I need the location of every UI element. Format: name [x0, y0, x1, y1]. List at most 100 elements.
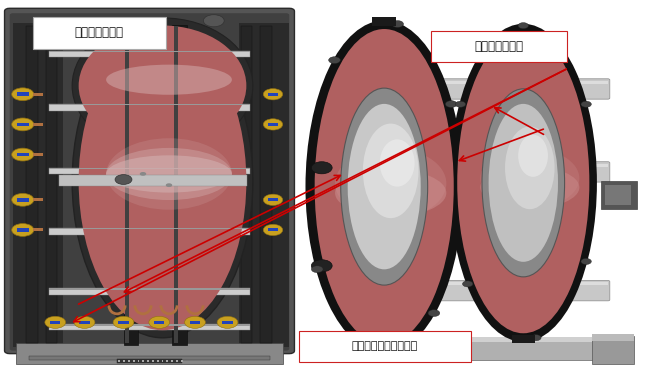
- Bar: [176, 360, 178, 362]
- Bar: [268, 228, 278, 231]
- Bar: [13, 23, 63, 347]
- Bar: [601, 181, 637, 209]
- Bar: [49, 228, 250, 234]
- Bar: [123, 360, 125, 362]
- Bar: [17, 123, 29, 126]
- Bar: [154, 321, 164, 324]
- Ellipse shape: [480, 148, 579, 208]
- Bar: [49, 104, 250, 110]
- Bar: [49, 51, 250, 52]
- Circle shape: [45, 316, 66, 328]
- FancyBboxPatch shape: [5, 8, 294, 354]
- Circle shape: [311, 162, 332, 174]
- Circle shape: [12, 193, 34, 206]
- Ellipse shape: [106, 148, 232, 200]
- Text: 信号受信コイル: 信号受信コイル: [474, 40, 524, 53]
- Bar: [33, 153, 43, 156]
- Bar: [49, 228, 250, 229]
- Circle shape: [311, 260, 332, 272]
- Ellipse shape: [315, 29, 454, 344]
- Circle shape: [329, 57, 341, 63]
- Bar: [49, 324, 250, 326]
- Bar: [268, 93, 278, 96]
- Bar: [17, 228, 29, 232]
- Ellipse shape: [106, 155, 232, 193]
- FancyBboxPatch shape: [356, 162, 610, 182]
- Bar: [33, 93, 43, 96]
- Ellipse shape: [79, 26, 246, 146]
- Circle shape: [217, 316, 238, 328]
- Circle shape: [166, 183, 172, 187]
- Circle shape: [445, 101, 457, 107]
- Bar: [260, 26, 272, 343]
- Bar: [361, 81, 608, 84]
- Ellipse shape: [489, 104, 558, 262]
- Bar: [17, 92, 29, 96]
- Bar: [17, 153, 29, 156]
- FancyBboxPatch shape: [32, 17, 166, 49]
- Bar: [26, 26, 38, 343]
- Bar: [33, 198, 43, 201]
- Ellipse shape: [380, 139, 415, 187]
- Bar: [49, 324, 250, 330]
- Ellipse shape: [307, 21, 462, 352]
- Ellipse shape: [457, 32, 590, 333]
- Circle shape: [12, 88, 34, 101]
- Bar: [17, 198, 29, 202]
- Bar: [124, 25, 138, 345]
- Bar: [166, 360, 168, 362]
- Bar: [147, 360, 149, 362]
- Bar: [240, 26, 252, 343]
- Circle shape: [518, 23, 528, 29]
- Bar: [592, 334, 634, 341]
- Circle shape: [149, 316, 170, 328]
- Bar: [33, 123, 43, 126]
- Ellipse shape: [335, 169, 447, 216]
- Circle shape: [12, 224, 34, 236]
- Bar: [118, 321, 129, 324]
- Circle shape: [203, 15, 224, 27]
- Bar: [128, 360, 130, 362]
- Ellipse shape: [450, 25, 596, 341]
- Text: 交流励磁コイル: 交流励磁コイル: [75, 26, 124, 40]
- Bar: [372, 347, 396, 356]
- Bar: [239, 23, 289, 347]
- Circle shape: [185, 316, 205, 328]
- Bar: [49, 167, 250, 169]
- Ellipse shape: [79, 32, 246, 330]
- Bar: [125, 26, 129, 343]
- Bar: [117, 359, 182, 363]
- Bar: [181, 360, 183, 362]
- Bar: [49, 104, 250, 105]
- Bar: [592, 336, 634, 364]
- Ellipse shape: [518, 135, 548, 177]
- Bar: [361, 164, 608, 167]
- Bar: [118, 360, 120, 362]
- FancyBboxPatch shape: [10, 13, 289, 351]
- Circle shape: [115, 175, 132, 184]
- Circle shape: [113, 316, 134, 328]
- Text: レール式スライド構造: レール式スライド構造: [352, 342, 418, 351]
- Circle shape: [311, 266, 323, 273]
- Ellipse shape: [72, 18, 253, 153]
- Bar: [174, 26, 178, 343]
- Circle shape: [455, 101, 465, 107]
- Bar: [49, 288, 250, 290]
- Bar: [133, 360, 135, 362]
- Bar: [29, 356, 270, 360]
- Bar: [49, 167, 250, 174]
- Bar: [50, 321, 60, 324]
- FancyBboxPatch shape: [299, 331, 471, 362]
- Ellipse shape: [480, 166, 579, 208]
- Bar: [190, 321, 200, 324]
- Circle shape: [530, 335, 541, 341]
- Bar: [512, 335, 535, 343]
- FancyBboxPatch shape: [431, 31, 567, 62]
- Bar: [268, 123, 278, 126]
- Bar: [49, 288, 250, 295]
- Ellipse shape: [363, 124, 419, 218]
- Bar: [604, 185, 630, 205]
- Circle shape: [263, 194, 283, 205]
- Bar: [157, 360, 159, 362]
- Bar: [142, 360, 144, 362]
